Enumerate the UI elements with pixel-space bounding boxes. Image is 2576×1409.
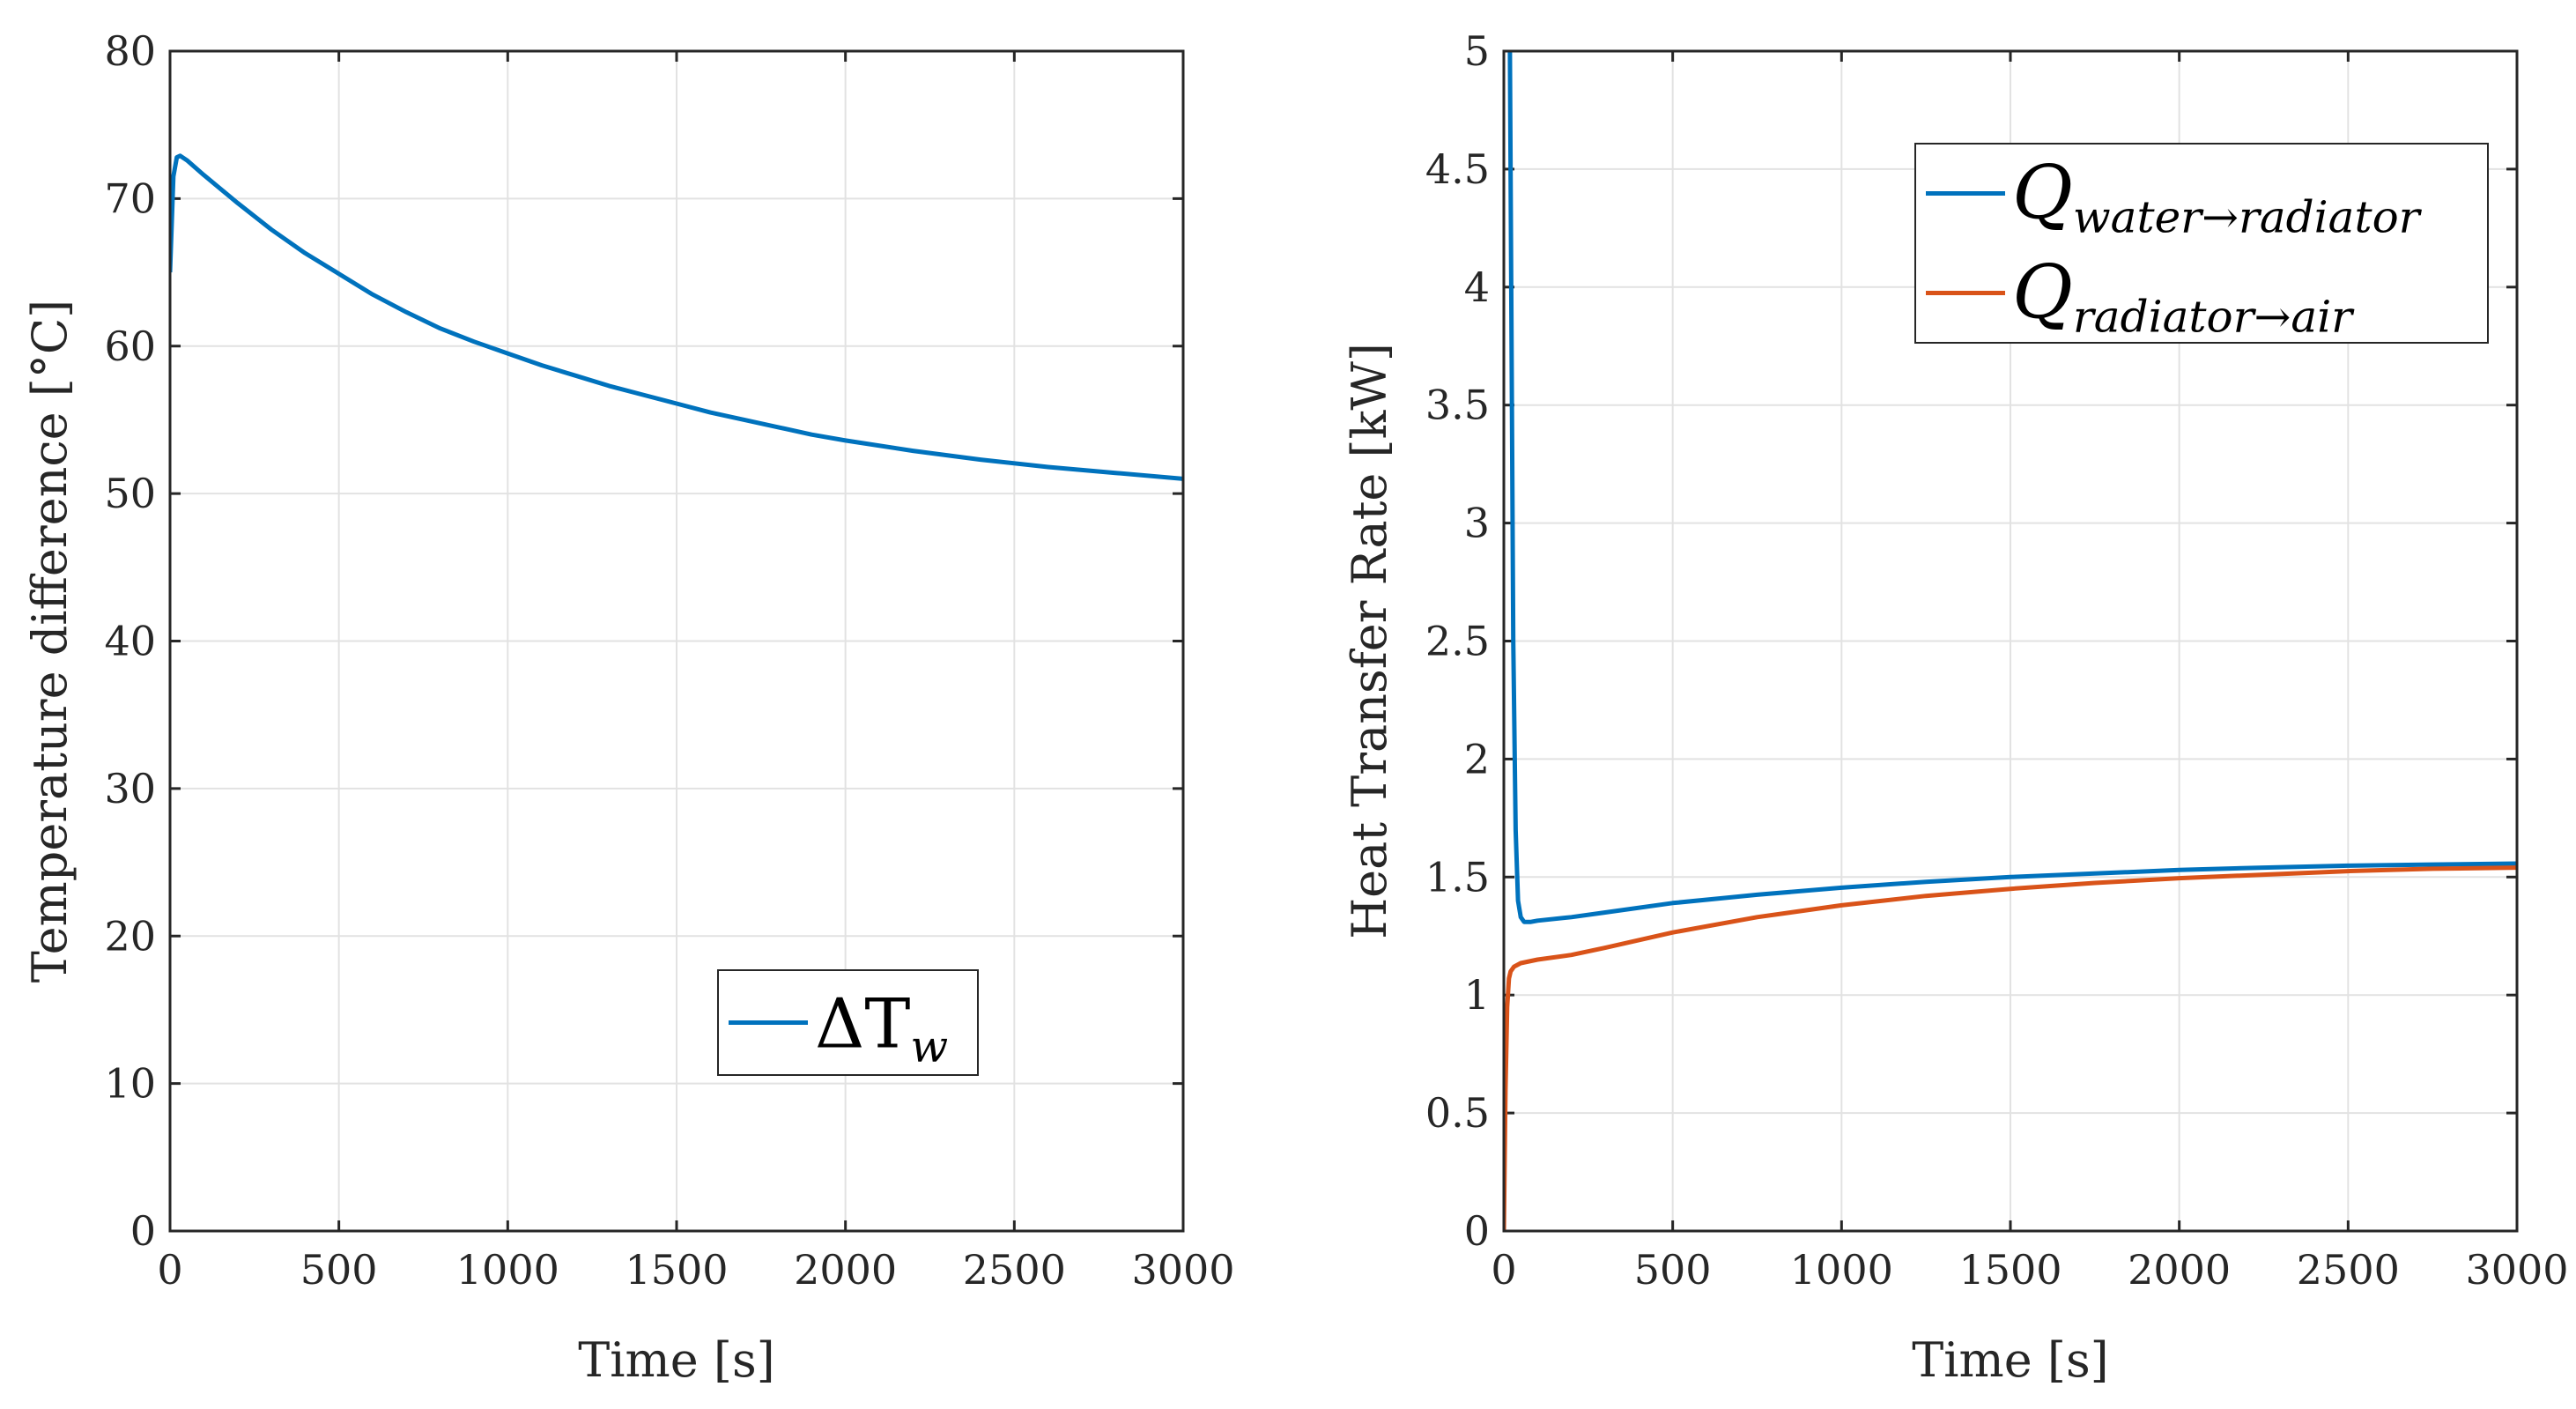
x-axis-label: Time [s] [578, 1332, 774, 1388]
x-tick-label: 2000 [2128, 1246, 2231, 1294]
legend-entry: Qradiator→air [2012, 249, 2355, 343]
y-tick-label: 3.5 [1425, 382, 1490, 429]
legend: ΔTw [717, 969, 979, 1076]
y-tick-label: 1.5 [1425, 853, 1490, 901]
y-tick-label: 2.5 [1425, 618, 1490, 665]
legend-entry: ΔTw [815, 985, 948, 1072]
series-line-left-0 [170, 153, 1183, 481]
left-axes: 0 500 1000 1500 2000 2500 3000 0 10 20 30 40 50 60 70 8… [22, 27, 1235, 1388]
legend-entry-subscript: radiator→air [2073, 292, 2355, 343]
legend-entry-base: ΔT [815, 985, 910, 1064]
y-tick-label: 0 [130, 1207, 156, 1255]
y-tick-label: 1 [1464, 971, 1490, 1019]
y-tick-label: 4 [1464, 263, 1490, 311]
series-line-right-0 [1507, 51, 2517, 924]
x-tick-label: 500 [300, 1246, 378, 1294]
y-tick-label: 70 [104, 174, 156, 222]
x-tick-label: 2500 [963, 1246, 1066, 1294]
legend-box [1914, 143, 2489, 344]
series-line-right-1 [1504, 865, 2517, 1231]
y-tick-label: 2 [1464, 735, 1490, 782]
right-axes: 0 500 1000 1500 2000 2500 3000 0 0.5 1 1.5 2 2.5 3 3.5… [1342, 27, 2569, 1388]
x-tick-label: 1000 [1790, 1246, 1893, 1294]
legend-entry-subscript: water→radiator [2073, 192, 2423, 243]
y-tick-label: 0.5 [1425, 1089, 1490, 1137]
x-tick-label: 2000 [794, 1246, 897, 1294]
y-tick-label: 20 [104, 912, 156, 960]
x-tick-label: 0 [1491, 1246, 1516, 1294]
x-tick-label: 3000 [1131, 1246, 1234, 1294]
x-tick-label: 1000 [456, 1246, 559, 1294]
x-tick-label: 1500 [625, 1246, 728, 1294]
legend-entry: Qwater→radiator [2012, 150, 2423, 243]
y-tick-label: 40 [104, 618, 156, 665]
y-tick-label: 3 [1464, 500, 1490, 547]
x-tick-label: 500 [1634, 1246, 1712, 1294]
axes-box [1502, 49, 2519, 1233]
y-tick-label: 30 [104, 765, 156, 812]
legend-entry-base: Q [2012, 150, 2073, 236]
x-tick-label: 0 [157, 1246, 182, 1294]
y-axis-label: Heat Transfer Rate [kW] [1342, 343, 1397, 939]
y-tick-label: 4.5 [1425, 145, 1490, 193]
y-tick-label: 10 [104, 1060, 156, 1108]
axes-box [168, 49, 1185, 1233]
legend-entry-base: Q [2012, 249, 2073, 336]
x-tick-label: 3000 [2465, 1246, 2568, 1294]
y-tick-label: 0 [1464, 1207, 1490, 1255]
y-tick-label: 50 [104, 470, 156, 517]
y-tick-label: 5 [1464, 27, 1490, 75]
legend-entry-subscript: w [910, 1021, 948, 1072]
y-axis-label: Temperature difference [°C] [22, 300, 78, 983]
x-tick-label: 1500 [1958, 1246, 2062, 1294]
x-tick-label: 2500 [2297, 1246, 2400, 1294]
x-axis-label: Time [s] [1912, 1332, 2108, 1388]
y-tick-label: 80 [104, 27, 156, 75]
y-tick-label: 60 [104, 323, 156, 370]
